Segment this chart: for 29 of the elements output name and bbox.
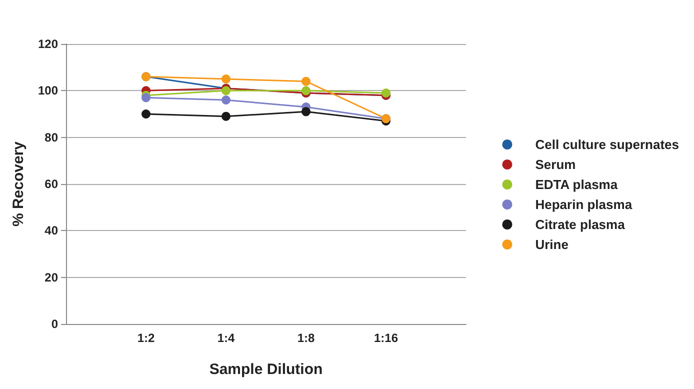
point [382, 88, 390, 98]
legend-label: Urine [535, 237, 568, 252]
y-tick-label: 0 [51, 317, 58, 331]
x-axis-title: Sample Dilution [209, 361, 323, 378]
point [302, 76, 310, 86]
x-tick-label: 1:2 [137, 331, 155, 345]
point [142, 93, 150, 102]
legend-label: Heparin plasma [535, 197, 633, 212]
point [302, 86, 310, 96]
legend-label: Cell culture supernates [535, 137, 680, 152]
legend-label: Serum [535, 157, 576, 172]
legend-label: EDTA plasma [535, 177, 618, 192]
y-tick-label: 100 [38, 84, 58, 98]
y-axis-title: % Recovery [10, 140, 27, 227]
point [222, 96, 230, 104]
y-tick-label: 120 [38, 37, 58, 51]
point [222, 74, 230, 84]
point [302, 107, 310, 116]
y-tick-label: 40 [44, 224, 58, 238]
legend-label: Citrate plasma [535, 217, 626, 232]
point [222, 112, 230, 121]
y-tick-label: 20 [44, 270, 58, 284]
y-tick-label: 60 [44, 177, 58, 191]
x-tick-label: 1:8 [297, 331, 315, 345]
x-tick-label: 1:4 [217, 331, 235, 345]
y-tick-label: 80 [44, 130, 58, 144]
point [142, 110, 150, 118]
point [222, 86, 230, 96]
x-tick-label: 1:16 [374, 331, 398, 345]
